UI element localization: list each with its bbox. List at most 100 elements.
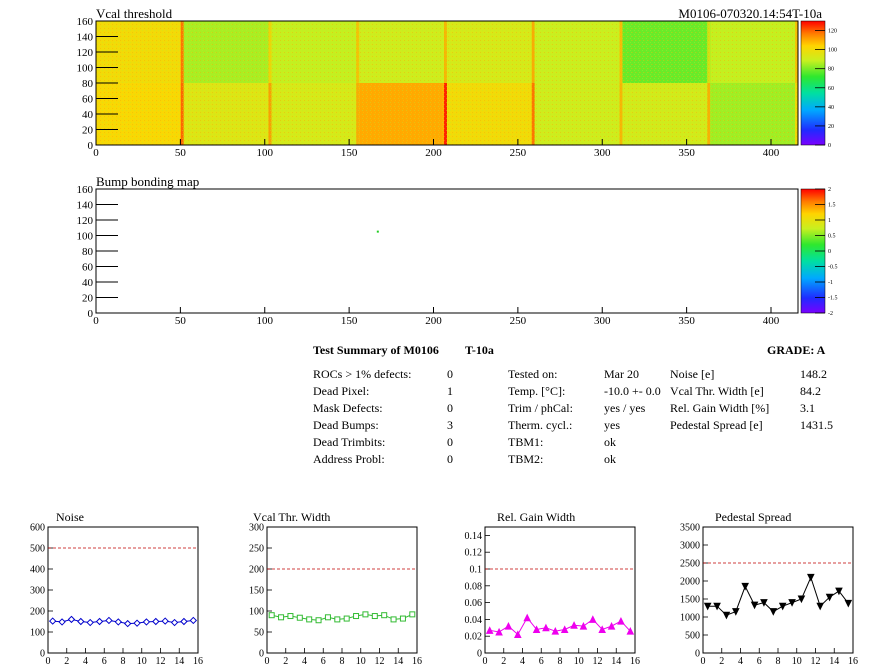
y-tick-label: 3000 (680, 541, 700, 552)
y-tick-label: 120 (77, 47, 94, 59)
x-tick-label: 400 (763, 147, 780, 159)
data-point (570, 621, 578, 629)
data-point (371, 613, 378, 620)
x-tick-label: 300 (594, 147, 611, 159)
chart-frame (47, 526, 199, 654)
x-tick-label: 16 (848, 656, 858, 667)
x-tick-label: 100 (257, 147, 274, 159)
y-tick-label: 120 (77, 215, 94, 227)
x-tick-label: 50 (175, 315, 187, 327)
z-tick-label: 120 (828, 29, 837, 35)
y-tick-label: 100 (77, 63, 94, 75)
data-point (769, 608, 778, 616)
data-point (278, 614, 285, 621)
y-tick-label: 2500 (680, 559, 700, 570)
x-tick-label: 6 (321, 656, 326, 667)
chart-3: Pedestal Spread 0 500 1000 1500 2000 2500 3000 3… (680, 510, 858, 667)
data-point (95, 617, 104, 626)
summary-label: Therm. cycl.: (508, 418, 573, 432)
data-point (133, 619, 141, 627)
y-tick-label: 0.06 (465, 598, 483, 609)
x-tick-label: 14 (829, 656, 839, 667)
chart-title: Rel. Gain Width (497, 510, 575, 524)
data-point (598, 625, 606, 633)
y-tick-label: 140 (77, 32, 94, 44)
data-point (560, 625, 569, 633)
chart-title: Noise (56, 510, 84, 524)
x-tick-label: 6 (539, 656, 544, 667)
summary-label: TBM2: (508, 452, 544, 466)
x-tick-label: 10 (356, 656, 366, 667)
summary-label: Trim / phCal: (508, 401, 573, 415)
x-tick-label: 200 (425, 147, 442, 159)
summary-value: 1 (447, 384, 453, 398)
y-tick-label: 300 (30, 586, 45, 597)
summary-value: 0 (447, 401, 453, 415)
z-tick-label: 2 (828, 187, 831, 193)
x-tick-label: 4 (302, 656, 307, 667)
data-point (324, 614, 331, 621)
y-tick-label: 0 (40, 649, 45, 660)
summary-label: TBM1: (508, 435, 544, 449)
x-tick-label: 10 (574, 656, 584, 667)
summary-value: yes (604, 418, 620, 432)
x-tick-label: 12 (811, 656, 821, 667)
chart-0: Noise 0 100 200 300 400 500 600 0 2 4 6 8 10 12 14 16 (30, 510, 203, 667)
data-point (579, 622, 588, 630)
x-tick-label: 250 (510, 147, 527, 159)
data-point (750, 601, 759, 610)
data-point (362, 611, 369, 618)
x-tick-label: 200 (425, 315, 442, 327)
data-point (399, 615, 406, 622)
summary-value: 3.1 (800, 401, 815, 415)
x-tick-label: 250 (510, 315, 527, 327)
y-tick-label: 600 (30, 523, 45, 534)
top-map-module-id: M0106-070320.14:54T-10a (678, 6, 822, 21)
z-tick-label: -2 (828, 311, 833, 317)
x-tick-label: 2 (719, 656, 724, 667)
x-tick-label: 8 (121, 656, 126, 667)
data-point (589, 615, 597, 623)
data-point (732, 608, 740, 616)
x-tick-label: 14 (611, 656, 621, 667)
chart-frame (266, 526, 418, 654)
summary-value: ok (604, 452, 616, 466)
x-tick-label: 16 (193, 656, 203, 667)
data-point (268, 612, 275, 619)
data-point (180, 617, 188, 626)
data-point (390, 616, 397, 623)
data-point (334, 616, 341, 623)
data-point (123, 619, 132, 628)
x-tick-label: 350 (678, 315, 695, 327)
summary-value: 84.2 (800, 384, 821, 398)
summary-value: 0 (447, 435, 453, 449)
data-point (617, 616, 625, 625)
x-tick-label: 12 (593, 656, 603, 667)
x-tick-label: 14 (393, 656, 403, 667)
z-tick-label: -0.5 (828, 265, 838, 271)
y-tick-label: 0.02 (465, 632, 483, 643)
top-map-title: Vcal threshold (96, 6, 173, 21)
summary-label: Mask Defects: (313, 401, 383, 415)
y-tick-label: 250 (249, 544, 264, 555)
data-point (353, 613, 360, 620)
y-tick-label: 0.12 (465, 548, 483, 559)
x-tick-label: 0 (46, 656, 51, 667)
data-point (296, 614, 303, 621)
data-point (114, 618, 123, 626)
z-tick-label: 20 (828, 124, 834, 130)
x-tick-label: 2 (501, 656, 506, 667)
data-point (551, 627, 560, 635)
x-tick-label: 4 (520, 656, 525, 667)
y-tick-label: 0.04 (465, 615, 483, 626)
z-tick-label: 80 (828, 67, 834, 73)
summary-value: 148.2 (800, 367, 827, 381)
data-point (287, 613, 294, 620)
chart-title: Vcal Thr. Width (253, 510, 330, 524)
data-point (797, 595, 806, 604)
y-tick-label: 80 (82, 246, 94, 258)
z-tick-label: 0 (828, 143, 831, 149)
y-tick-label: 160 (77, 16, 94, 28)
